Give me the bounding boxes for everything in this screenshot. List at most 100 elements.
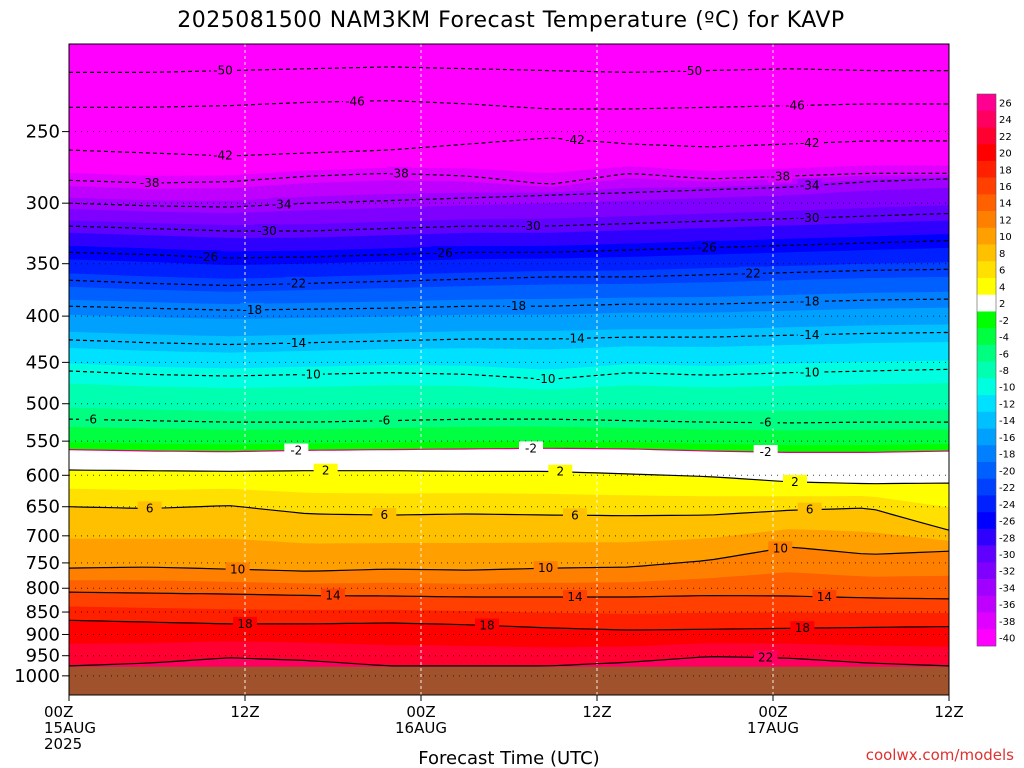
contour-label: -30 — [521, 219, 541, 233]
contour-label-bg — [533, 561, 558, 575]
colorbar-swatch — [977, 278, 996, 296]
contour-label-bg — [783, 98, 807, 112]
contour-label: 2 — [791, 475, 799, 489]
colorbar-swatch — [977, 177, 996, 195]
contour-label: 6 — [381, 508, 389, 522]
contour-label: 14 — [567, 590, 582, 604]
contour-label: -26 — [433, 246, 453, 260]
colorbar-swatch — [977, 344, 996, 362]
contour-label: -46 — [785, 99, 805, 113]
contour-label-bg — [797, 294, 822, 308]
contour-label: -6 — [85, 413, 97, 427]
y-tick-label: 600 — [26, 465, 60, 486]
colorbar-label: 12 — [999, 215, 1012, 226]
colorbar-label: 18 — [999, 165, 1012, 176]
x-tick-label: 2025 — [44, 735, 82, 753]
colorbar-swatch — [977, 528, 996, 546]
contour-label: -46 — [345, 94, 365, 108]
colorbar-swatch — [977, 395, 996, 413]
contour-label-bg — [812, 589, 837, 603]
contour-label: 14 — [325, 589, 340, 603]
colorbar-swatch — [977, 595, 996, 613]
contour-label: -38 — [389, 167, 409, 181]
contour-label: -14 — [565, 331, 585, 345]
colorbar-swatch — [977, 579, 996, 597]
contour-label: 18 — [237, 617, 252, 631]
isotherm-line — [68, 591, 950, 600]
contour-label-bg — [563, 132, 587, 146]
colorbar-swatch — [977, 562, 996, 580]
contour-label: -10 — [301, 367, 321, 381]
contour-label-bg — [240, 302, 265, 316]
contour-label: -2 — [525, 441, 537, 455]
y-tick-label: 300 — [26, 193, 60, 214]
isotherm-line — [68, 655, 950, 667]
terrain-fill — [69, 666, 949, 695]
contour-label: -30 — [800, 211, 820, 225]
colorbar-swatch — [977, 545, 996, 563]
contour-label-bg — [533, 372, 558, 386]
contour-label-bg — [753, 415, 778, 429]
contour-label-bg — [343, 94, 367, 108]
y-tick-label: 850 — [26, 602, 60, 623]
contour-label-bg — [563, 331, 587, 345]
colorbar-label: -32 — [999, 567, 1015, 578]
colorbar-swatch — [977, 244, 996, 262]
contour-label-bg — [797, 178, 822, 192]
contour-label: -2 — [760, 445, 772, 459]
contour-label-bg — [372, 413, 397, 427]
contour-label-bg — [563, 589, 587, 603]
colorbar-label: 10 — [999, 232, 1012, 243]
y-tick-label: 1000 — [14, 666, 60, 687]
contour-label-bg — [797, 502, 822, 516]
contour-label-bg — [519, 441, 543, 455]
contour-label: -34 — [272, 198, 292, 212]
colorbar-label: -14 — [999, 416, 1015, 427]
x-tick-label: 00Z — [758, 703, 787, 721]
chart-title: 2025081500 NAM3KM Forecast Temperature (… — [177, 8, 844, 33]
contour-label-bg — [797, 327, 822, 341]
contour-label: -50 — [683, 64, 703, 78]
contour-label-bg — [196, 250, 221, 264]
contour-label-bg — [211, 148, 235, 162]
colorbar-label: 14 — [999, 199, 1012, 210]
contour-label: -50 — [213, 64, 233, 78]
colorbar-swatch — [977, 629, 996, 647]
isotherm-line — [68, 546, 950, 572]
colorbar-label: -2 — [999, 316, 1009, 327]
contour-label: 18 — [795, 621, 810, 635]
colorbar-label: 6 — [999, 266, 1005, 277]
contour-label: -10 — [536, 372, 556, 386]
colorbar-label: -36 — [999, 600, 1015, 611]
x-tick-label: 12Z — [230, 703, 259, 721]
x-tick-label: 16AUG — [395, 719, 447, 737]
contour-label: 10 — [773, 541, 788, 555]
colorbar-label: -20 — [999, 466, 1015, 477]
colorbar-label: 8 — [999, 249, 1005, 260]
plot-frame — [68, 43, 950, 696]
contour-label: -6 — [760, 416, 772, 430]
colorbar-swatch — [977, 512, 996, 530]
colorbar-swatch — [977, 495, 996, 513]
contour-label-bg — [284, 443, 309, 457]
contour-label-bg — [225, 562, 250, 576]
colorbar-swatch — [977, 311, 996, 329]
colorbar-swatch — [977, 378, 996, 396]
colorbar-label: -12 — [999, 399, 1015, 410]
contour-label-bg — [768, 169, 793, 183]
contour-label-bg — [519, 219, 543, 233]
colorbar-swatch — [977, 160, 996, 178]
contour-label-bg — [797, 210, 822, 224]
contour-label: 2 — [322, 464, 330, 478]
contour-label: -18 — [507, 299, 527, 313]
colorbar-swatch — [977, 411, 996, 429]
y-tick-label: 750 — [26, 553, 60, 574]
contour-label-bg — [431, 246, 455, 260]
contour-label-bg — [299, 367, 323, 381]
contour-label-bg — [269, 197, 294, 211]
y-tick-label: 450 — [26, 352, 60, 373]
contour-label-bg — [137, 176, 162, 190]
colorbar-label: -18 — [999, 450, 1015, 461]
colorbar-label: -22 — [999, 483, 1015, 494]
